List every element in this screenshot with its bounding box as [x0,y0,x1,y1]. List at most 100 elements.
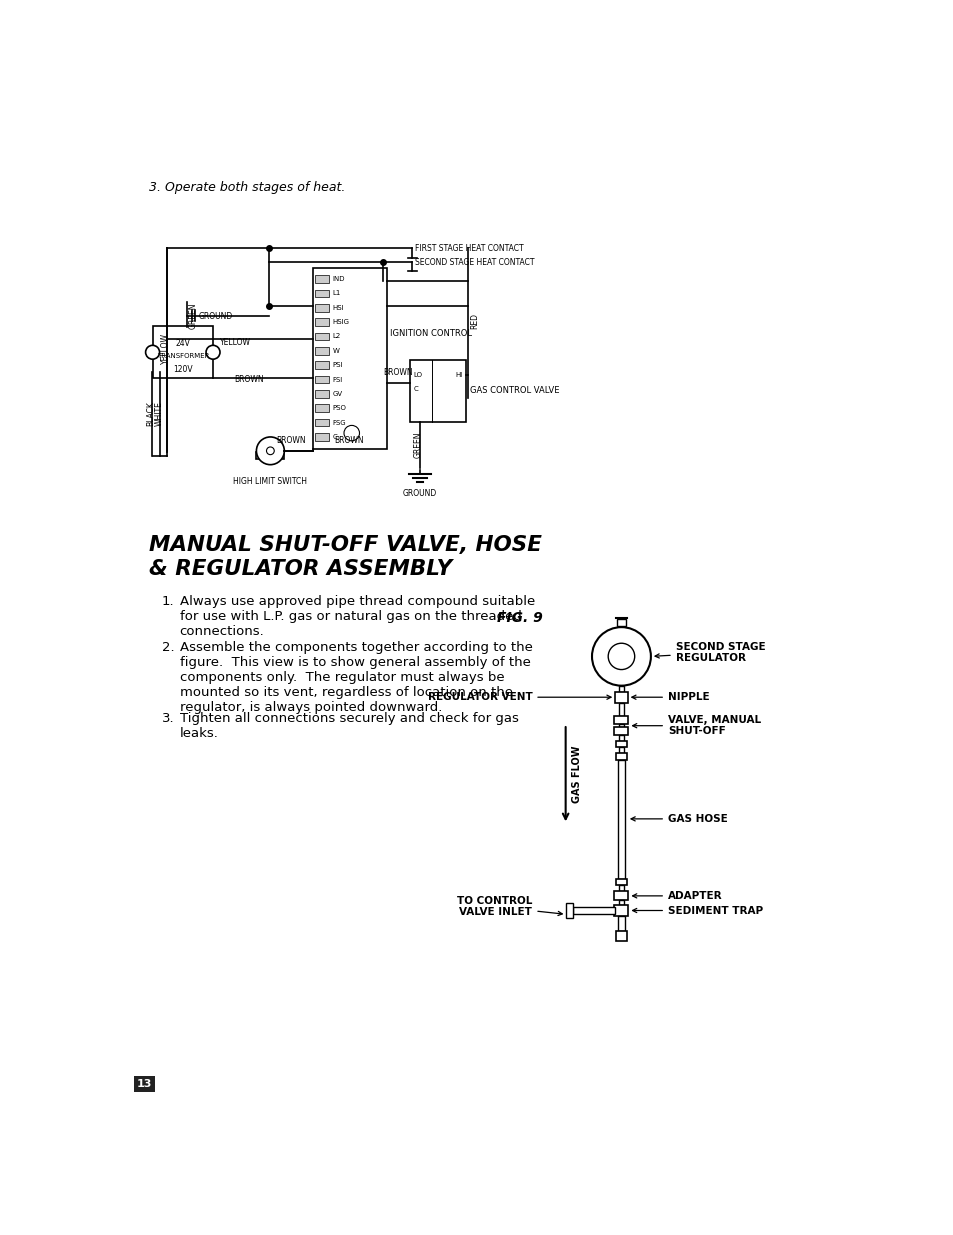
Text: FIG. 9: FIG. 9 [497,611,542,625]
Bar [152,326,213,378]
Circle shape [146,346,159,359]
Text: HSIG: HSIG [332,319,349,325]
Bar [614,716,628,724]
Bar [315,419,329,426]
Bar [315,375,329,383]
Text: BROWN: BROWN [234,374,264,384]
Text: L1: L1 [332,290,340,296]
Text: C: C [332,433,336,440]
Text: HI: HI [455,372,462,378]
Text: YELLOW: YELLOW [161,333,170,364]
Text: GAS CONTROL VALVE: GAS CONTROL VALVE [470,387,559,395]
Bar [410,359,466,421]
Text: 3.: 3. [162,711,174,725]
Text: BROWN: BROWN [383,368,413,377]
Text: 13: 13 [137,1078,152,1089]
Circle shape [344,425,359,441]
Circle shape [256,437,284,464]
Bar [315,319,329,326]
Text: PSO: PSO [332,405,346,411]
Text: HSI: HSI [332,305,344,311]
Text: SEDIMENT TRAP: SEDIMENT TRAP [632,905,762,915]
Bar [615,692,627,703]
Text: GAS HOSE: GAS HOSE [630,814,727,824]
Bar [618,724,623,727]
Circle shape [206,346,220,359]
Text: C: C [414,387,418,393]
Text: TRANSFORMER: TRANSFORMER [156,353,209,359]
Bar [614,892,628,900]
Bar [315,433,329,441]
Text: IND: IND [332,277,345,282]
Text: IGNITION CONTROL: IGNITION CONTROL [390,329,472,337]
Bar [616,753,626,760]
Text: GREEN: GREEN [414,431,422,458]
Bar [616,931,626,941]
Text: HIGH LIMIT SWITCH: HIGH LIMIT SWITCH [233,477,307,487]
Text: VALVE, MANUAL
SHUT-OFF: VALVE, MANUAL SHUT-OFF [632,715,760,736]
Text: TO CONTROL
VALVE INLET: TO CONTROL VALVE INLET [456,895,561,918]
Bar [315,332,329,341]
Bar [616,741,626,747]
Bar [572,906,615,914]
Bar [256,452,284,458]
Text: FSG: FSG [332,420,346,426]
Text: GROUND: GROUND [198,311,233,321]
Text: SECOND STAGE HEAT CONTACT: SECOND STAGE HEAT CONTACT [415,258,535,267]
Bar [618,747,623,753]
Text: GAS FLOW: GAS FLOW [571,746,581,803]
Text: FIRST STAGE HEAT CONTACT: FIRST STAGE HEAT CONTACT [415,243,523,253]
Text: GV: GV [332,391,342,396]
Bar [617,620,625,626]
Text: RED: RED [470,314,478,330]
Bar [315,390,329,398]
Text: NIPPLE: NIPPLE [631,692,709,703]
Text: 1.: 1. [162,595,174,608]
Text: BROWN: BROWN [276,436,306,445]
Text: 120V: 120V [172,364,193,374]
Bar [618,900,623,905]
Bar [315,362,329,369]
Bar [315,289,329,298]
Text: GREEN: GREEN [188,303,197,330]
Bar [618,885,623,892]
Text: WHITE: WHITE [154,401,163,426]
Text: SECOND STAGE
REGULATOR: SECOND STAGE REGULATOR [655,642,764,663]
Bar [616,879,626,885]
Text: BROWN: BROWN [335,436,364,445]
Text: FSI: FSI [332,377,342,383]
Bar [315,275,329,283]
Bar [313,268,386,448]
Circle shape [266,447,274,454]
Bar [614,727,628,735]
Text: LO: LO [414,372,422,378]
Text: 24V: 24V [175,338,190,347]
Text: & REGULATOR ASSEMBLY: & REGULATOR ASSEMBLY [149,559,452,579]
Bar [618,735,623,741]
Circle shape [608,643,634,669]
Bar [315,304,329,311]
Text: GROUND: GROUND [402,489,436,498]
Bar [315,404,329,412]
Circle shape [592,627,650,685]
Text: W: W [332,348,339,354]
Text: REGULATOR VENT: REGULATOR VENT [427,692,611,703]
Text: YELLOW: YELLOW [220,338,251,347]
Bar [618,703,623,716]
Text: 2.: 2. [162,641,174,655]
Bar [618,760,624,879]
Bar [618,685,623,692]
Bar [614,905,628,916]
Text: PSI: PSI [332,362,342,368]
Bar [618,916,624,931]
Text: MANUAL SHUT-OFF VALVE, HOSE: MANUAL SHUT-OFF VALVE, HOSE [149,535,541,555]
Text: 3. Operate both stages of heat.: 3. Operate both stages of heat. [149,180,345,194]
Text: Tighten all connections securely and check for gas
leaks.: Tighten all connections securely and che… [179,711,518,740]
Text: Assemble the components together according to the
figure.  This view is to show : Assemble the components together accordi… [179,641,532,714]
Text: L2: L2 [332,333,340,340]
Bar [315,347,329,354]
Bar [566,903,572,918]
Text: BLACK: BLACK [147,401,155,426]
Text: ADAPTER: ADAPTER [632,890,721,900]
Text: Always use approved pipe thread compound suitable
for use with L.P. gas or natur: Always use approved pipe thread compound… [179,595,535,637]
